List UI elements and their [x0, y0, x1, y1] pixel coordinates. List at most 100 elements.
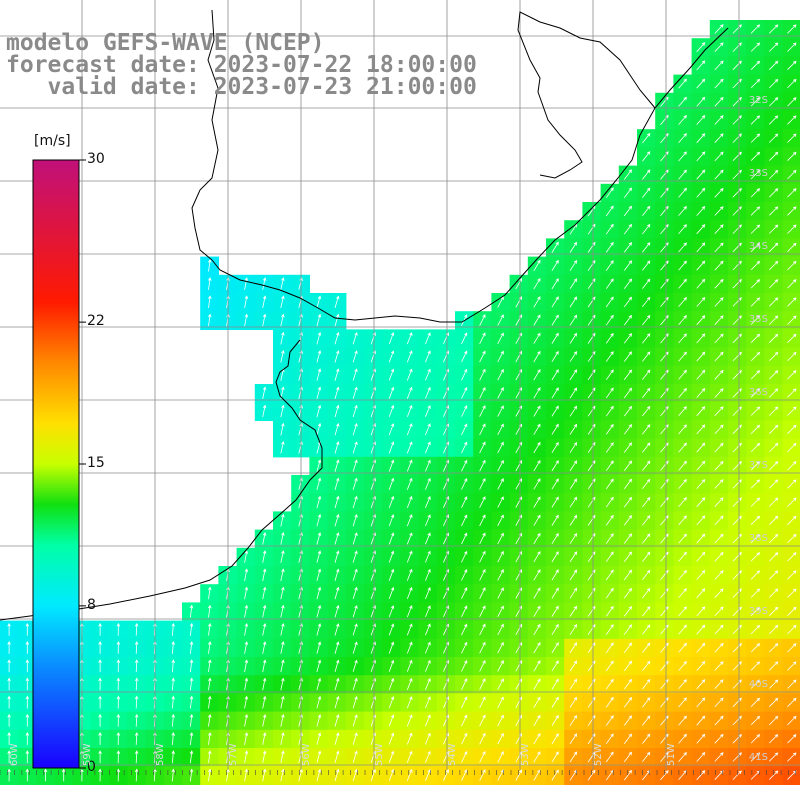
wind-arrow [334, 350, 340, 363]
field-cell [728, 675, 747, 694]
wind-arrow [388, 605, 395, 618]
wind-arrow [497, 587, 504, 599]
field-cell [746, 183, 765, 203]
field-cell [564, 456, 583, 476]
wind-arrow [406, 768, 413, 782]
field-cell [691, 129, 711, 148]
wind-arrow [605, 223, 614, 235]
field-cell [673, 729, 693, 749]
field-cell [673, 693, 693, 713]
field-cell [618, 493, 638, 512]
field-cell [455, 347, 474, 367]
wind-arrow [769, 515, 779, 525]
field-cell [600, 657, 620, 676]
wind-arrow [352, 386, 358, 399]
wind-arrow [533, 641, 541, 654]
wind-arrow [425, 769, 431, 781]
wind-arrow [769, 697, 779, 707]
field-cell [600, 638, 620, 658]
wind-arrow [352, 677, 358, 691]
field-cell [546, 347, 565, 367]
wind-arrow [569, 478, 578, 490]
colorbar-tick-label: 0 [87, 759, 96, 775]
wind-arrow [642, 132, 651, 144]
field-cell [582, 384, 602, 403]
wind-arrow [7, 641, 11, 654]
field-cell [618, 256, 638, 276]
field-cell [637, 402, 656, 421]
wind-arrow [406, 404, 413, 418]
wind-arrow [461, 587, 468, 599]
field-cell [618, 365, 638, 385]
field-cell [491, 766, 511, 785]
field-cell [527, 748, 547, 767]
wind-arrow [787, 42, 797, 52]
field-cell [655, 402, 674, 421]
field-cell [655, 438, 674, 458]
wind-arrow [787, 151, 797, 161]
wind-arrow [334, 623, 340, 636]
field-cell [455, 475, 474, 494]
wind-arrow [406, 423, 413, 436]
wind-arrow [551, 478, 559, 490]
field-cell [764, 475, 784, 494]
field-cell [564, 220, 583, 239]
field-cell [764, 602, 784, 622]
wind-arrow [642, 369, 651, 380]
wind-arrow [569, 751, 578, 763]
wind-arrow [406, 750, 413, 763]
field-cell [746, 220, 765, 239]
field-cell [728, 38, 747, 57]
field-cell [637, 329, 656, 349]
field-cell [600, 566, 620, 585]
wind-arrow [696, 551, 706, 562]
wind-arrow [316, 768, 322, 782]
wind-arrow [678, 205, 687, 216]
field-cell [673, 438, 693, 458]
field-cell [673, 384, 693, 403]
wind-arrow [533, 350, 541, 363]
field-cell [618, 638, 638, 658]
wind-arrow [787, 78, 797, 89]
wind-arrow [769, 224, 779, 234]
wind-arrow [551, 350, 559, 363]
field-cell [655, 147, 674, 167]
wind-arrow [605, 514, 614, 526]
field-cell [600, 493, 620, 512]
field-cell [546, 657, 565, 676]
field-cell [691, 165, 711, 185]
wind-arrow [406, 441, 413, 454]
wind-arrow [696, 42, 706, 53]
wind-arrow [479, 477, 486, 490]
wind-arrow [280, 295, 285, 309]
field-cell [473, 693, 492, 713]
field-cell [746, 566, 765, 585]
field-cell [709, 220, 729, 239]
wind-arrow [533, 441, 541, 454]
latitude-label: 37S [748, 460, 768, 471]
field-cell [527, 384, 547, 403]
wind-arrow [623, 533, 632, 544]
wind-arrow [316, 386, 322, 400]
wind-arrow [769, 188, 779, 198]
wind-arrow [244, 295, 249, 309]
field-cell [582, 402, 602, 421]
field-cell [764, 347, 784, 367]
wind-arrow [388, 495, 395, 509]
wind-arrow [569, 696, 578, 708]
field-cell [746, 402, 765, 421]
field-cell [637, 729, 656, 749]
wind-arrow [352, 586, 358, 600]
wind-arrow [769, 97, 779, 107]
field-cell [473, 384, 492, 403]
field-cell [527, 620, 547, 640]
wind-arrow [280, 604, 285, 618]
field-cell [509, 729, 529, 749]
field-cell [746, 711, 765, 731]
wind-arrow [425, 514, 431, 527]
field-cell [491, 675, 511, 694]
wind-arrow [244, 568, 249, 582]
wind-arrow [280, 641, 285, 654]
wind-arrow [623, 496, 632, 508]
wind-arrow [769, 570, 779, 580]
